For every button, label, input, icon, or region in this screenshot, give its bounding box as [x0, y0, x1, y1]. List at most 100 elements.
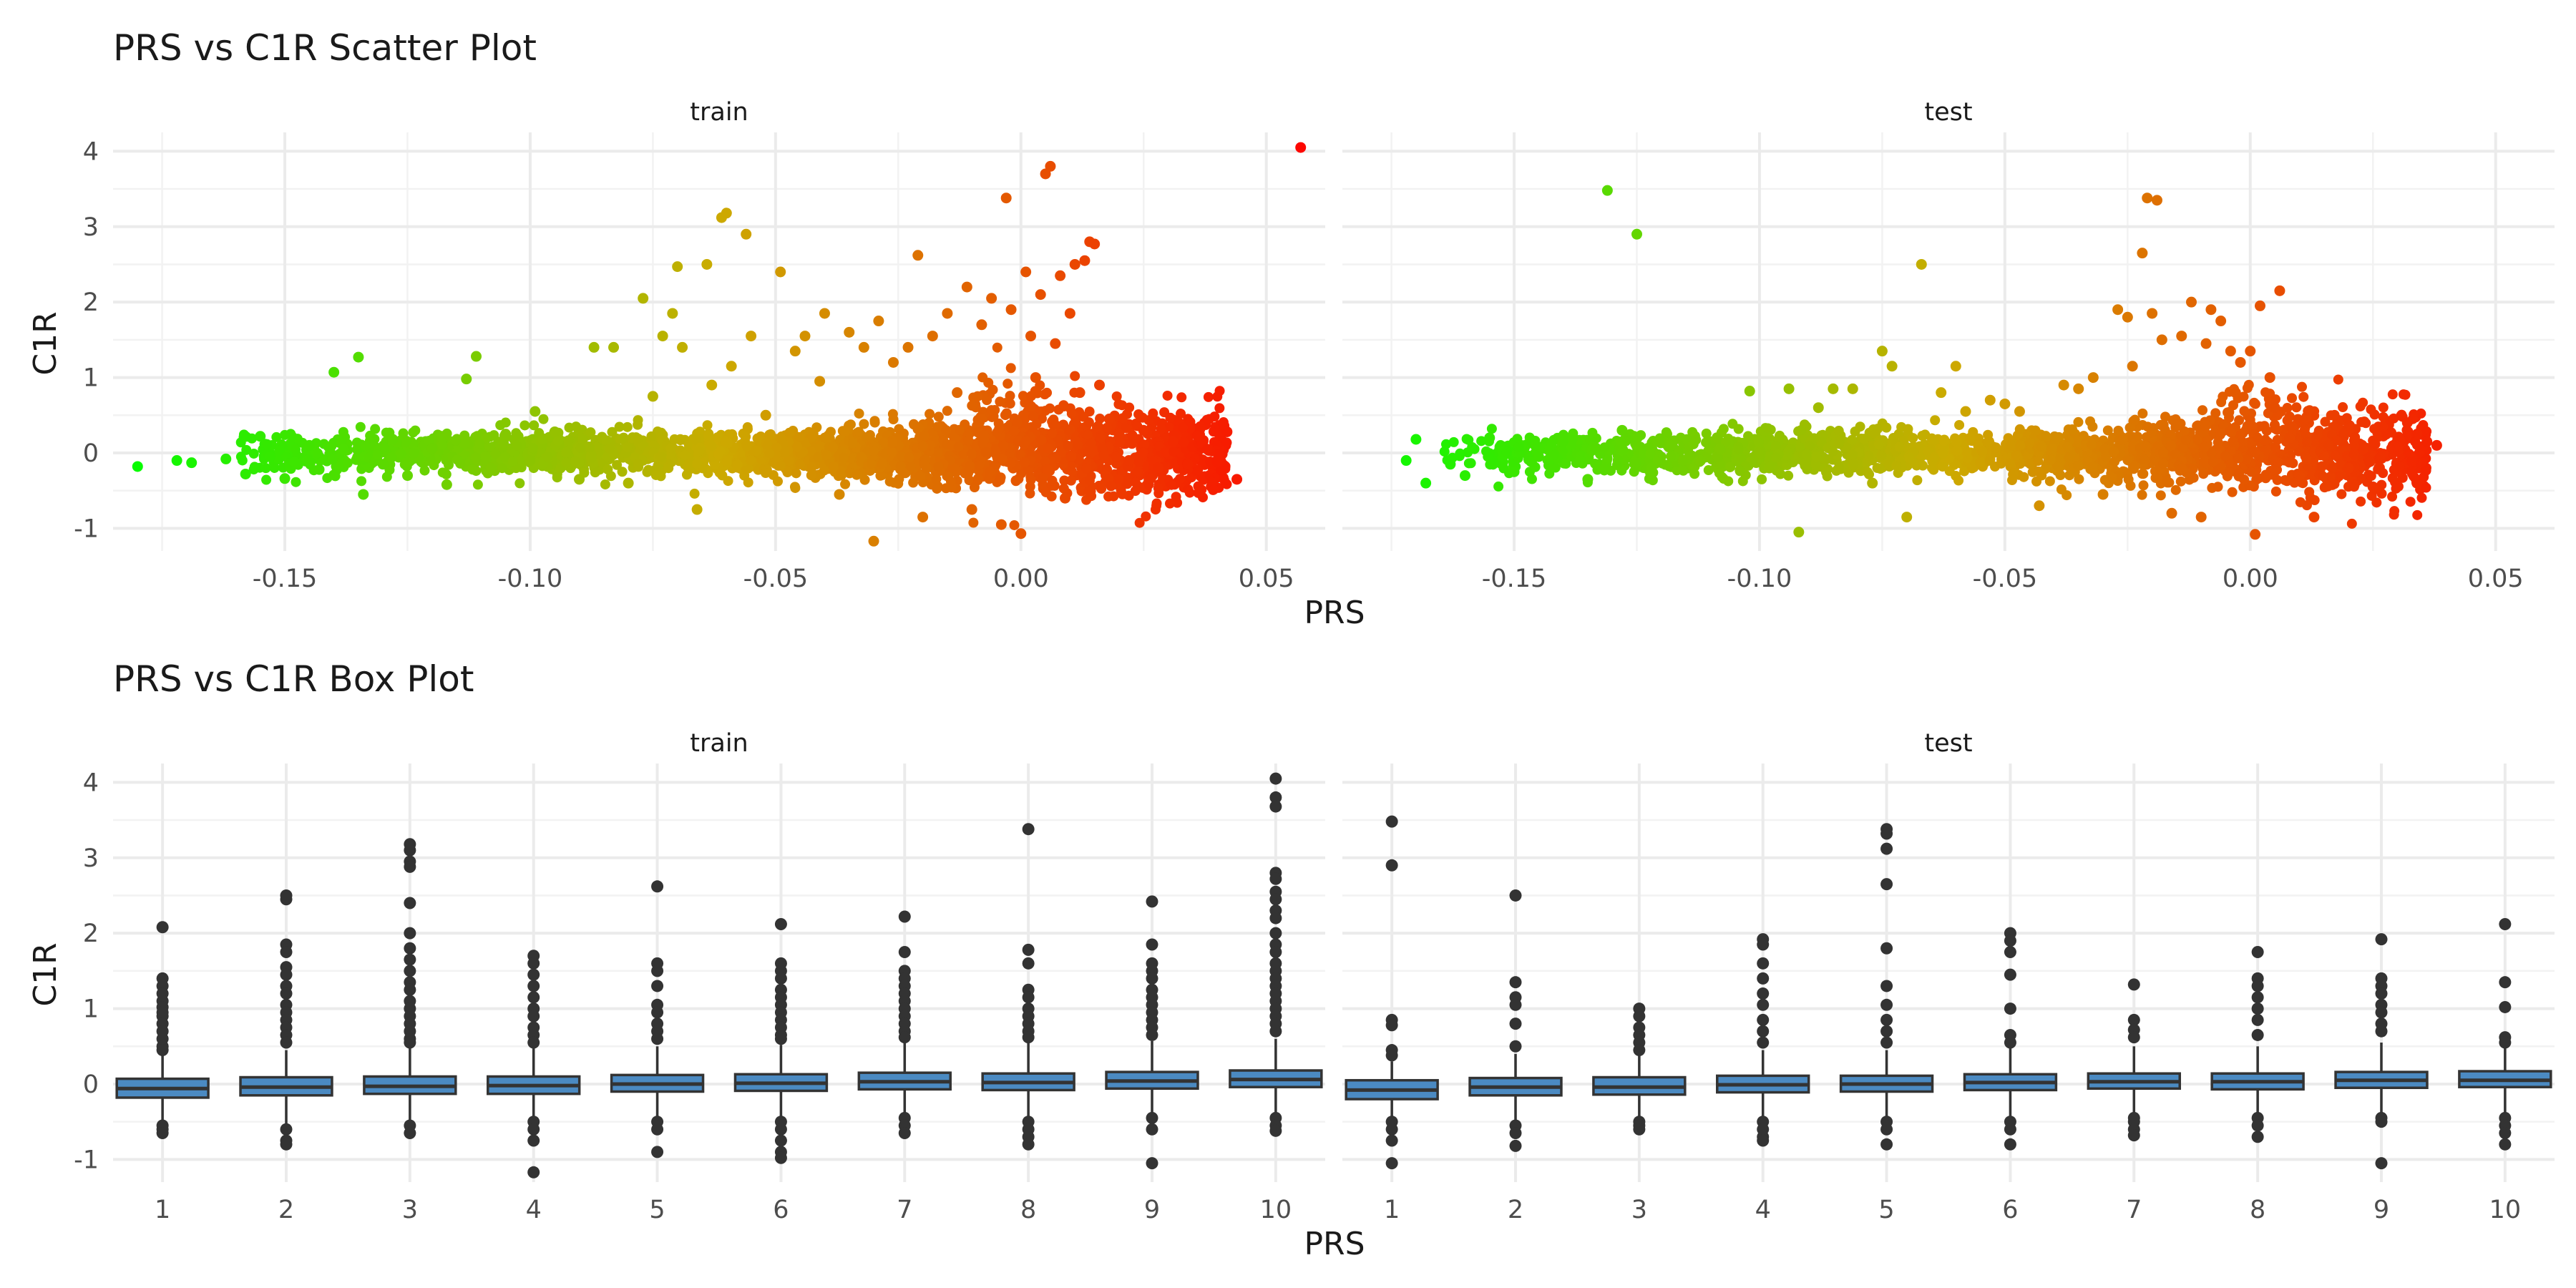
scatter-point: [1718, 424, 1729, 434]
scatter-point: [1070, 371, 1080, 381]
scatter-point: [1859, 434, 1870, 444]
scatter-point: [1917, 431, 1928, 441]
scatter-point: [2331, 435, 2342, 446]
scatter-point: [2261, 444, 2272, 454]
scatter-point: [1175, 474, 1186, 484]
scatter-point: [1952, 446, 1963, 457]
scatter-point: [525, 455, 536, 467]
scatter-point: [1156, 424, 1166, 434]
scatter-point: [764, 448, 775, 459]
scatter-point: [694, 446, 705, 457]
scatter-point: [2199, 449, 2210, 460]
scatter-point: [1028, 411, 1039, 421]
scatter-point: [472, 431, 482, 441]
scatter-point: [1508, 466, 1520, 477]
scatter-point: [1875, 464, 1885, 474]
scatter-point: [2014, 424, 2025, 434]
scatter-point: [819, 308, 830, 319]
outlier-point: [651, 980, 664, 992]
scatter-point: [2377, 421, 2389, 432]
scatter-point: [966, 504, 977, 515]
scatter-point: [2207, 457, 2218, 467]
scatter-point: [2307, 469, 2318, 480]
scatter-point: [1025, 401, 1036, 412]
point-cloud: [1439, 374, 2432, 529]
box-4: [487, 950, 581, 1179]
scatter-point: [1454, 451, 1465, 462]
scatter-point: [409, 448, 419, 459]
scatter-point: [1214, 449, 1224, 459]
scatter-point: [1084, 475, 1095, 486]
scatter-point: [912, 250, 924, 261]
scatter-point: [451, 435, 462, 446]
x-tick-label: -0.15: [1482, 565, 1547, 593]
scatter-point: [691, 504, 703, 515]
scatter-point: [2147, 308, 2158, 319]
outlier-point: [527, 1134, 540, 1147]
scatter-point: [2166, 507, 2177, 519]
scatter-point: [271, 431, 282, 442]
scatter-point: [1575, 455, 1586, 466]
scatter-point: [720, 436, 731, 447]
scatter-point: [963, 468, 974, 479]
scatter-point: [1035, 289, 1046, 301]
scatter-point: [1964, 432, 1975, 443]
scatter-point: [2206, 447, 2217, 458]
scatter-point: [355, 421, 366, 432]
scatter-point: [1984, 394, 1996, 406]
scatter-point: [633, 419, 643, 430]
scatter-point: [2033, 456, 2044, 467]
scatter-point: [1185, 423, 1196, 434]
scatter-point: [2199, 441, 2210, 452]
scatter-point: [2375, 452, 2386, 462]
scatter-point: [1828, 446, 1838, 457]
scatter-point: [1111, 452, 1122, 462]
scatter-point: [274, 445, 285, 456]
scatter-point: [1115, 437, 1126, 448]
scatter-point: [2223, 467, 2234, 478]
scatter-point: [1065, 452, 1076, 462]
scatter-point: [1015, 449, 1025, 460]
scatter-point: [2243, 379, 2254, 390]
scatter-point: [905, 461, 916, 472]
scatter-point: [2241, 454, 2252, 465]
scatter-point: [799, 331, 811, 342]
scatter-point: [2072, 434, 2082, 445]
scatter-point: [2293, 470, 2305, 482]
outlier-point: [651, 1123, 664, 1136]
scatter-point: [1695, 455, 1707, 467]
scatter-point: [2396, 409, 2407, 420]
scatter-point: [710, 459, 721, 470]
scatter-point: [2046, 443, 2057, 454]
scatter-point: [1130, 477, 1141, 487]
scatter-point: [269, 462, 280, 473]
scatter-point: [360, 440, 371, 451]
scatter-point: [2100, 452, 2111, 462]
scatter-point: [1448, 436, 1459, 447]
scatter-point: [2170, 449, 2181, 459]
scatter-point: [979, 430, 990, 441]
scatter-plot-title: PRS vs C1R Scatter Plot: [113, 27, 537, 69]
scatter-point: [2014, 440, 2025, 451]
scatter-point: [646, 431, 657, 441]
x-tick-label: 0.05: [1239, 565, 1294, 593]
scatter-point: [1891, 461, 1902, 472]
scatter-point: [706, 379, 718, 391]
scatter-point: [790, 482, 801, 493]
scatter-point: [655, 452, 666, 462]
scatter-point: [2302, 436, 2313, 447]
outlier-point: [774, 918, 787, 931]
scatter-point: [2171, 419, 2182, 430]
scatter-point: [2398, 389, 2409, 400]
x-tick-label: 0.00: [993, 565, 1049, 593]
scatter-point: [2160, 411, 2171, 422]
scatter-point: [1755, 446, 1765, 457]
scatter-point: [2220, 451, 2230, 462]
scatter-point: [471, 452, 482, 463]
scatter-point: [821, 449, 831, 460]
scatter-point: [1616, 424, 1628, 436]
scatter-point: [1975, 457, 1986, 468]
scatter-point: [791, 468, 801, 479]
scatter-point: [2421, 465, 2431, 476]
box-plot-title: PRS vs C1R Box Plot: [113, 658, 474, 700]
